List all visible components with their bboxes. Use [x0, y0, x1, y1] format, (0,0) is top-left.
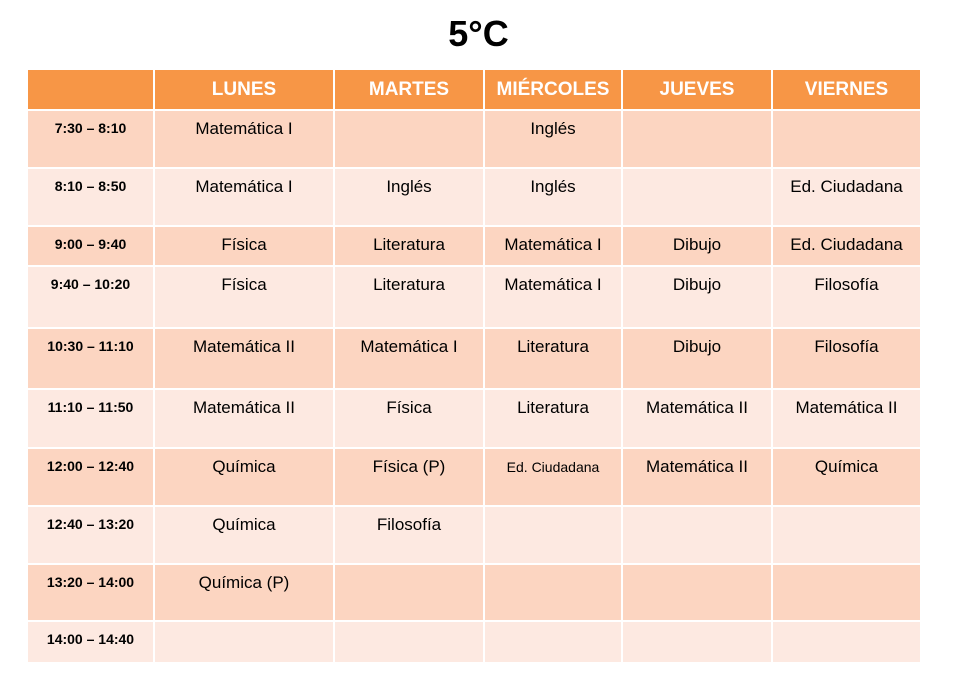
cell-miercoles [484, 564, 623, 622]
cell-martes [334, 621, 485, 664]
table-row: 9:00 – 9:40 Física Literatura Matemática… [28, 226, 920, 267]
time-slot: 10:30 – 11:10 [28, 328, 155, 390]
cell-martes: Literatura [334, 226, 485, 267]
table-row: 13:20 – 14:00 Química (P) [28, 564, 920, 622]
cell-viernes [772, 564, 920, 622]
cell-jueves: Matemática II [622, 448, 773, 507]
cell-martes: Física (P) [334, 448, 485, 507]
cell-miercoles: Ed. Ciudadana [484, 448, 623, 507]
time-slot: 9:40 – 10:20 [28, 266, 155, 329]
cell-jueves: Dibujo [622, 328, 773, 390]
table-row: 8:10 – 8:50 Matemática I Inglés Inglés E… [28, 168, 920, 227]
time-slot: 7:30 – 8:10 [28, 110, 155, 169]
cell-viernes: Filosofía [772, 266, 920, 329]
cell-jueves: Matemática II [622, 389, 773, 449]
cell-viernes: Matemática II [772, 389, 920, 449]
cell-jueves [622, 564, 773, 622]
cell-lunes: Matemática I [154, 168, 335, 227]
cell-viernes [772, 506, 920, 565]
time-slot: 12:40 – 13:20 [28, 506, 155, 565]
cell-lunes: Matemática II [154, 389, 335, 449]
schedule-table: LUNES MARTES MIÉRCOLES JUEVES VIERNES 7:… [28, 70, 920, 664]
cell-martes: Filosofía [334, 506, 485, 565]
cell-miercoles: Matemática I [484, 226, 623, 267]
cell-lunes: Matemática I [154, 110, 335, 169]
cell-lunes: Química [154, 506, 335, 565]
table-row: 9:40 – 10:20 Física Literatura Matemátic… [28, 266, 920, 329]
cell-miercoles: Inglés [484, 110, 623, 169]
cell-lunes: Matemática II [154, 328, 335, 390]
page-title: 5°C [448, 13, 509, 54]
table-row: 10:30 – 11:10 Matemática II Matemática I… [28, 328, 920, 390]
cell-viernes [772, 110, 920, 169]
cell-jueves [622, 168, 773, 227]
cell-martes: Inglés [334, 168, 485, 227]
cell-viernes: Ed. Ciudadana [772, 226, 920, 267]
header-time [28, 70, 155, 111]
cell-jueves [622, 506, 773, 565]
cell-martes [334, 564, 485, 622]
header-lunes: LUNES [154, 70, 335, 111]
header-martes: MARTES [334, 70, 485, 111]
table-row: 12:40 – 13:20 Química Filosofía [28, 506, 920, 565]
header-row: LUNES MARTES MIÉRCOLES JUEVES VIERNES [28, 70, 920, 111]
cell-martes [334, 110, 485, 169]
cell-miercoles: Literatura [484, 328, 623, 390]
cell-viernes: Filosofía [772, 328, 920, 390]
cell-miercoles: Matemática I [484, 266, 623, 329]
table-row: 7:30 – 8:10 Matemática I Inglés [28, 110, 920, 169]
cell-viernes: Química [772, 448, 920, 507]
cell-jueves [622, 621, 773, 664]
cell-lunes: Física [154, 266, 335, 329]
time-slot: 14:00 – 14:40 [28, 621, 155, 664]
cell-viernes: Ed. Ciudadana [772, 168, 920, 227]
table-row: 14:00 – 14:40 [28, 621, 920, 664]
cell-martes: Literatura [334, 266, 485, 329]
cell-martes: Física [334, 389, 485, 449]
cell-jueves: Dibujo [622, 226, 773, 267]
header-miercoles: MIÉRCOLES [484, 70, 623, 111]
cell-jueves [622, 110, 773, 169]
table-row: 12:00 – 12:40 Química Física (P) Ed. Ciu… [28, 448, 920, 507]
time-slot: 9:00 – 9:40 [28, 226, 155, 267]
cell-jueves: Dibujo [622, 266, 773, 329]
cell-martes: Matemática I [334, 328, 485, 390]
cell-lunes: Física [154, 226, 335, 267]
cell-miercoles [484, 621, 623, 664]
time-slot: 11:10 – 11:50 [28, 389, 155, 449]
table-row: 11:10 – 11:50 Matemática II Física Liter… [28, 389, 920, 449]
cell-miercoles: Literatura [484, 389, 623, 449]
header-viernes: VIERNES [772, 70, 920, 111]
cell-lunes: Química (P) [154, 564, 335, 622]
cell-viernes [772, 621, 920, 664]
cell-lunes: Química [154, 448, 335, 507]
time-slot: 8:10 – 8:50 [28, 168, 155, 227]
time-slot: 12:00 – 12:40 [28, 448, 155, 507]
cell-miercoles [484, 506, 623, 565]
cell-miercoles: Inglés [484, 168, 623, 227]
header-jueves: JUEVES [622, 70, 773, 111]
time-slot: 13:20 – 14:00 [28, 564, 155, 622]
cell-lunes [154, 621, 335, 664]
